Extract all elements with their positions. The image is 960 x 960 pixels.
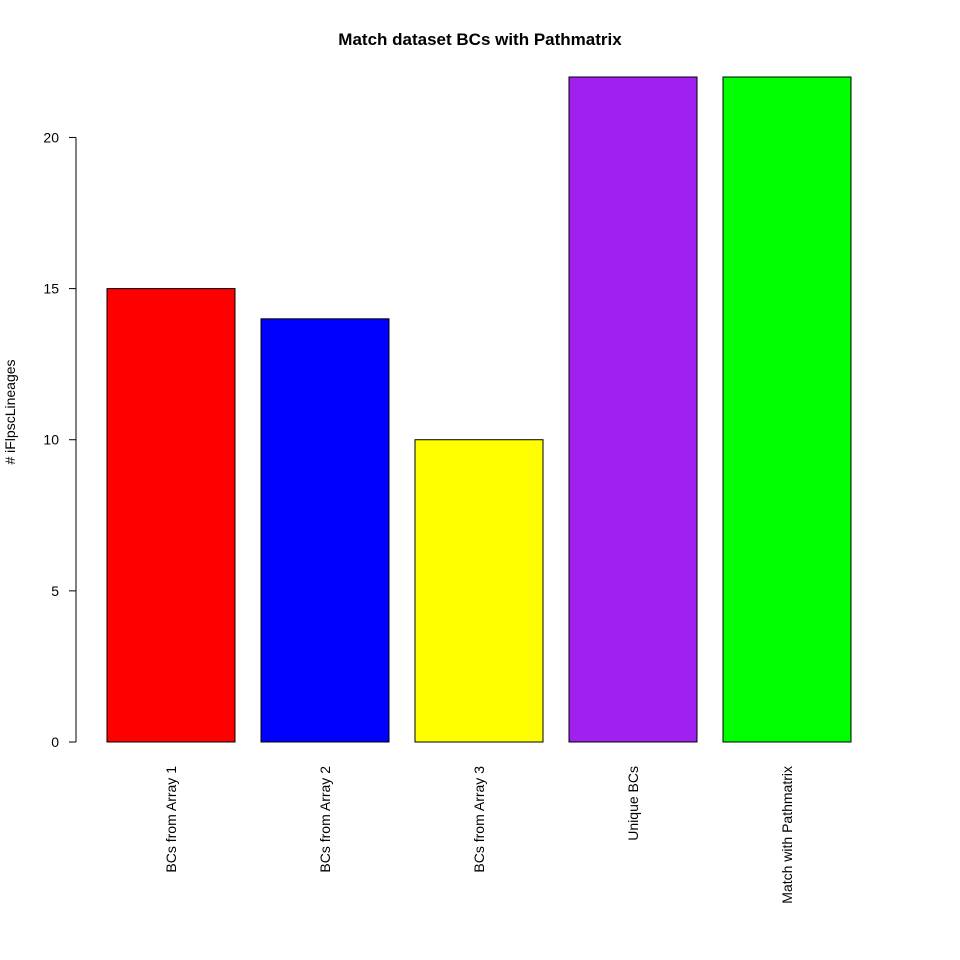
y-tick-label: 15: [43, 281, 59, 297]
bar: [722, 76, 852, 743]
bar: [414, 439, 544, 743]
y-axis: 0 5 10 15 20: [43, 129, 77, 750]
bars: [106, 76, 852, 743]
x-tick-label: BCs from Array 2: [317, 766, 333, 873]
y-tick-label: 0: [51, 734, 59, 750]
x-tick-label: Unique BCs: [625, 766, 641, 841]
x-tick-label: Match with Pathmatrix: [779, 766, 795, 904]
bar: [568, 76, 698, 743]
bar: [260, 318, 390, 743]
y-tick-label: 5: [51, 583, 59, 599]
y-axis-label: # iFlpscLineages: [2, 359, 18, 464]
x-tick-label: BCs from Array 1: [163, 766, 179, 873]
chart-title: Match dataset BCs with Pathmatrix: [338, 30, 622, 49]
x-tick-label: BCs from Array 3: [471, 766, 487, 873]
bar: [106, 288, 236, 743]
y-tick-label: 20: [43, 129, 59, 145]
x-axis-tick-labels: BCs from Array 1 BCs from Array 2 BCs from…: [163, 766, 795, 904]
y-tick-label: 10: [43, 432, 59, 448]
